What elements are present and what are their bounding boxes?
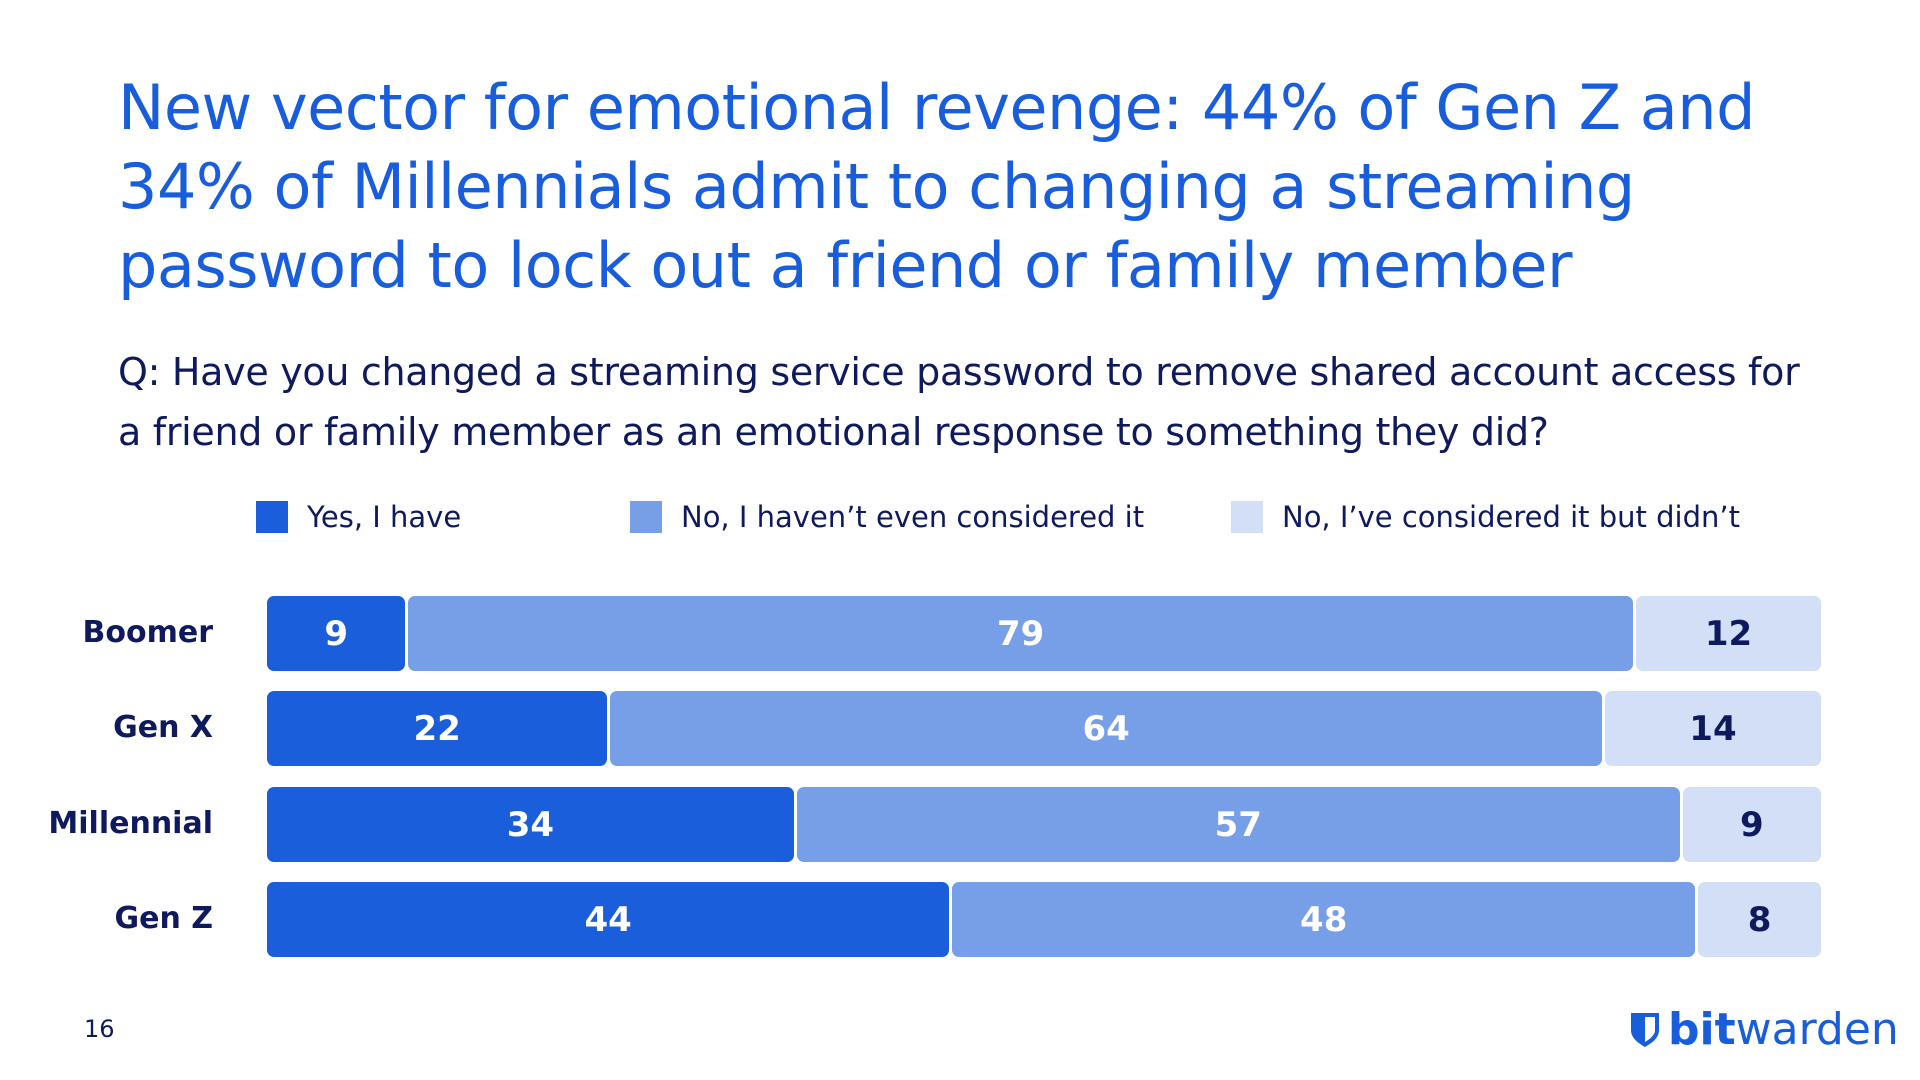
legend-item: Yes, I have [256, 500, 462, 534]
category-label: Millennial [48, 806, 213, 841]
legend-swatch [1231, 501, 1263, 533]
bar-segment: 8 [1698, 882, 1821, 957]
data-label: 57 [1214, 804, 1262, 845]
bar-segment: 22 [267, 691, 608, 766]
data-label: 8 [1747, 899, 1772, 940]
logo-text-light: warden [1735, 1004, 1899, 1055]
survey-question: Q: Have you changed a streaming service … [118, 350, 1800, 454]
bar-segment: 57 [796, 787, 1680, 862]
bar-segment: 64 [610, 691, 1602, 766]
data-label: 22 [413, 708, 461, 749]
legend-swatch [256, 501, 288, 533]
category-label: Gen X [113, 710, 213, 745]
data-label: 48 [1300, 899, 1348, 940]
category-label: Gen Z [114, 901, 213, 936]
shield-icon [1631, 1012, 1659, 1047]
data-label: 79 [997, 613, 1045, 654]
logo-text-bold: bit [1668, 1004, 1736, 1055]
data-label: 12 [1704, 613, 1753, 654]
legend-label: Yes, I have [307, 500, 462, 534]
bar-segment: 79 [408, 596, 1634, 671]
legend-item: No, I’ve considered it but didn’t [1231, 500, 1740, 534]
legend-label: No, I haven’t even considered it [681, 500, 1145, 534]
legend-item: No, I haven’t even considered it [630, 500, 1145, 534]
bar-segment: 34 [267, 787, 794, 862]
page-number: 16 [84, 1015, 115, 1043]
bar-segment: 14 [1604, 691, 1821, 766]
bar-segment: 44 [267, 882, 950, 957]
legend-swatch [630, 501, 662, 533]
data-label: 9 [324, 613, 349, 654]
bar-segment: 9 [1682, 787, 1821, 862]
data-label: 14 [1689, 708, 1737, 749]
data-label: 9 [1739, 804, 1764, 845]
category-label: Boomer [82, 615, 214, 650]
data-label: 64 [1082, 708, 1130, 749]
data-label: 44 [584, 899, 632, 940]
bar-segment: 48 [952, 882, 1696, 957]
bar-segment: 9 [267, 596, 406, 671]
bitwarden-logo: bit warden [1630, 1004, 1899, 1055]
data-label: 34 [506, 804, 555, 845]
bar-segment: 12 [1636, 596, 1821, 671]
legend-label: No, I’ve considered it but didn’t [1282, 500, 1740, 534]
slide-title: New vector for emotional revenge: 44% of… [118, 71, 1755, 302]
